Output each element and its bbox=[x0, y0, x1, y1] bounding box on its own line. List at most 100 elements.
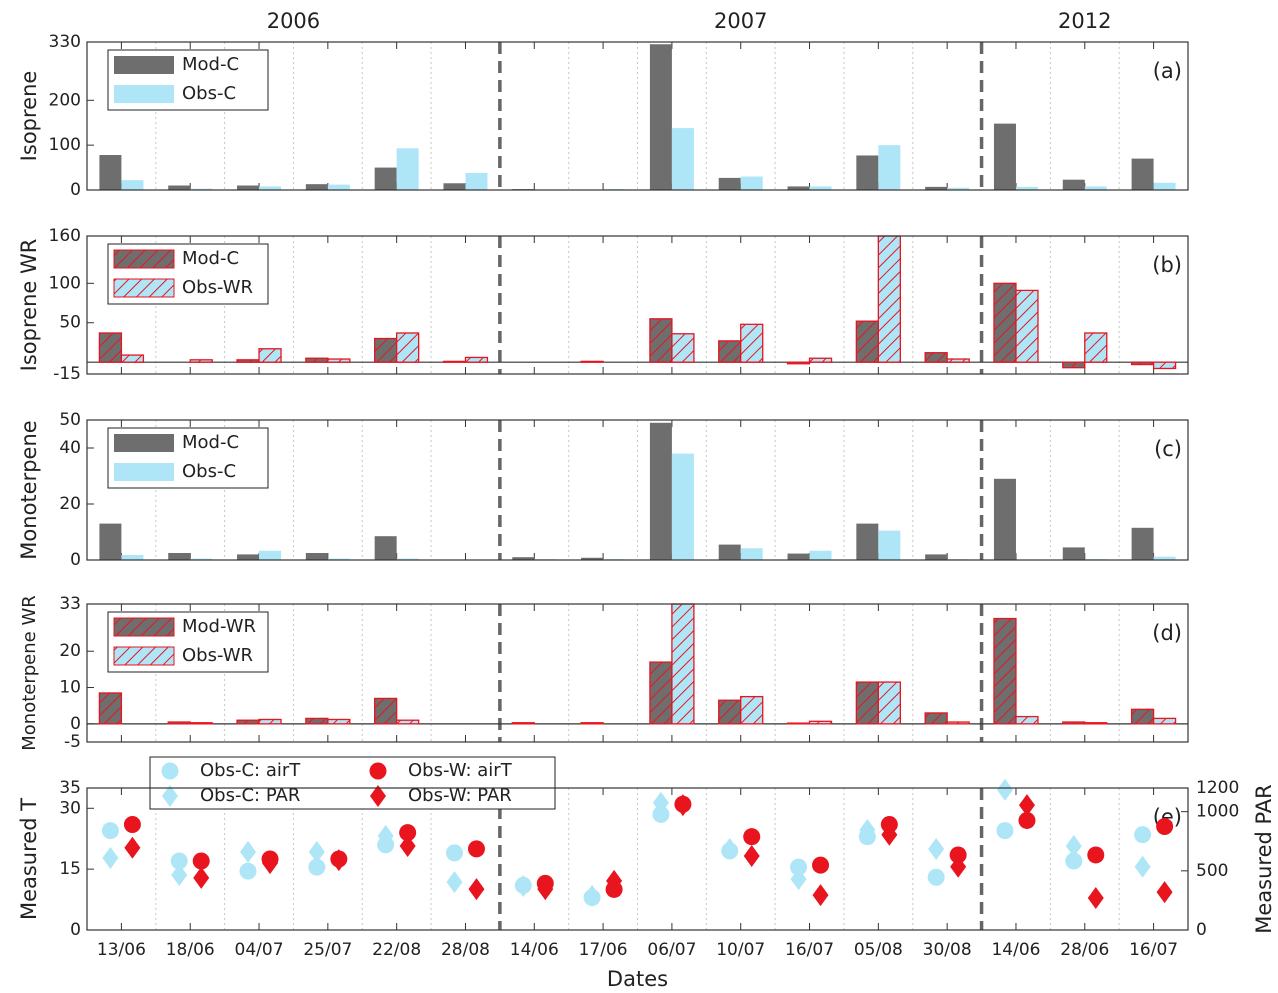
bar bbox=[993, 478, 1016, 560]
legend-label: Obs-W: airT bbox=[408, 760, 513, 781]
y-axis-label: Monoterpene WR bbox=[19, 595, 40, 751]
marker bbox=[171, 863, 188, 886]
y-tick-label: -5 bbox=[64, 732, 81, 752]
bar bbox=[718, 699, 742, 725]
bar bbox=[856, 155, 879, 190]
bar bbox=[1153, 556, 1176, 560]
marker bbox=[102, 847, 119, 870]
legend-swatch bbox=[113, 646, 175, 666]
bar bbox=[465, 172, 488, 190]
marker bbox=[239, 862, 257, 880]
bar bbox=[258, 718, 282, 725]
bar bbox=[396, 719, 420, 725]
bar bbox=[168, 185, 191, 190]
marker bbox=[1065, 852, 1083, 870]
bar bbox=[327, 558, 350, 560]
bar bbox=[189, 359, 213, 363]
marker bbox=[1156, 818, 1174, 836]
y-axis-label: Measured T bbox=[17, 798, 41, 920]
bar bbox=[374, 167, 397, 190]
legend-marker bbox=[369, 762, 387, 780]
y-tick-label: 15 bbox=[59, 859, 81, 879]
marker bbox=[467, 840, 485, 858]
bar bbox=[374, 337, 398, 363]
bar bbox=[581, 557, 604, 560]
marker bbox=[192, 852, 210, 870]
legend-label: Mod-C bbox=[182, 248, 239, 269]
legend-swatch bbox=[113, 249, 175, 269]
bar bbox=[1062, 721, 1086, 725]
marker bbox=[652, 791, 669, 814]
x-tick-label: 16/07 bbox=[1129, 940, 1178, 960]
y-tick-label: 20 bbox=[59, 494, 81, 514]
bar bbox=[649, 318, 673, 363]
marker bbox=[790, 868, 807, 891]
bar bbox=[856, 523, 879, 560]
x-tick-label: 14/06 bbox=[991, 940, 1040, 960]
bar bbox=[236, 719, 260, 725]
legend-marker bbox=[162, 785, 178, 807]
bar bbox=[1015, 289, 1039, 363]
marker bbox=[881, 823, 898, 846]
bar bbox=[1084, 332, 1108, 363]
bar bbox=[649, 44, 672, 190]
marker bbox=[721, 837, 738, 860]
bar bbox=[99, 523, 122, 560]
x-tick-label: 06/07 bbox=[647, 940, 696, 960]
bar bbox=[649, 661, 673, 725]
marker bbox=[996, 778, 1013, 801]
y2-axis-label: Measured PAR bbox=[1252, 784, 1276, 934]
x-tick-label: 13/06 bbox=[97, 940, 146, 960]
bar bbox=[168, 553, 191, 560]
marker bbox=[859, 819, 876, 842]
marker bbox=[790, 858, 808, 876]
bar bbox=[1084, 186, 1107, 190]
y-tick-label: 30 bbox=[59, 798, 81, 818]
bar bbox=[786, 361, 811, 365]
bar bbox=[580, 722, 604, 725]
bar bbox=[443, 183, 466, 190]
year-label: 2006 bbox=[267, 9, 320, 33]
marker bbox=[1134, 826, 1152, 844]
marker bbox=[1087, 846, 1105, 864]
bar bbox=[305, 717, 329, 725]
legend-label: Mod-WR bbox=[182, 616, 256, 637]
bar bbox=[649, 422, 672, 560]
bar bbox=[924, 712, 948, 725]
legend-label: Obs-C: PAR bbox=[200, 785, 300, 806]
marker bbox=[377, 824, 394, 847]
marker bbox=[399, 824, 417, 842]
marker bbox=[1156, 881, 1173, 904]
bar bbox=[740, 695, 764, 725]
y-tick-label: 0 bbox=[70, 550, 81, 570]
bar bbox=[671, 453, 694, 560]
y-tick-label: 160 bbox=[49, 226, 81, 246]
legend-label: Mod-C bbox=[182, 54, 239, 75]
x-tick-label: 25/07 bbox=[303, 940, 352, 960]
y-tick-label: 0 bbox=[70, 180, 81, 200]
legend-label: Obs-C bbox=[182, 83, 236, 104]
y-tick-label: 50 bbox=[59, 313, 81, 333]
bar bbox=[167, 721, 191, 725]
bar bbox=[1015, 186, 1038, 190]
bar bbox=[809, 550, 832, 560]
x-tick-label: 16/07 bbox=[785, 940, 834, 960]
bar bbox=[396, 558, 419, 560]
x-tick-label: 10/07 bbox=[716, 940, 765, 960]
bar bbox=[808, 720, 833, 725]
marker bbox=[468, 878, 485, 901]
marker bbox=[812, 884, 829, 907]
bar bbox=[190, 188, 213, 190]
y2-tick-label: 0 bbox=[1196, 920, 1207, 940]
bar bbox=[671, 333, 695, 363]
y-tick-label: 100 bbox=[49, 273, 81, 293]
y-tick-label: 0 bbox=[70, 920, 81, 940]
marker bbox=[1018, 811, 1036, 829]
marker bbox=[123, 816, 141, 834]
bar bbox=[1131, 158, 1154, 190]
bar bbox=[947, 187, 970, 190]
bar bbox=[718, 177, 741, 190]
legend-label: Obs-WR bbox=[182, 277, 253, 298]
marker bbox=[949, 846, 967, 864]
